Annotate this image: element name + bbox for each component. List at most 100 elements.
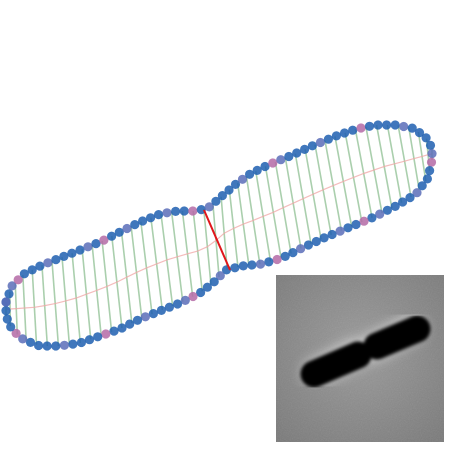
contour-point [83, 242, 93, 252]
contour-point [390, 120, 400, 130]
contour-point [196, 205, 206, 215]
contour-point [390, 201, 400, 211]
contour-point [188, 206, 198, 216]
contour-point [140, 312, 150, 322]
contour-point [356, 123, 366, 133]
contour-point [34, 340, 44, 351]
contour-point [414, 128, 425, 138]
contour-point [204, 202, 214, 212]
contour-point [417, 181, 427, 191]
contour-points-group [1, 120, 437, 351]
contour-point [101, 329, 111, 339]
contour-point [276, 155, 286, 165]
contour-point [43, 258, 53, 268]
contour-point [425, 140, 436, 150]
contour-point [351, 219, 361, 230]
contour-point [51, 341, 61, 351]
contour-point [51, 255, 61, 265]
contour-point [426, 157, 437, 167]
contour-point [399, 121, 409, 132]
contour-point [180, 295, 190, 305]
contour-point [109, 326, 119, 336]
contour-point [373, 120, 383, 130]
contour-point [76, 337, 86, 348]
contour-point [202, 282, 212, 292]
contour-point [107, 231, 117, 241]
contour-point [421, 133, 431, 143]
contour-point [307, 141, 317, 151]
contour-point [146, 213, 156, 223]
contour-point [327, 229, 337, 240]
contour-point [247, 260, 257, 270]
contour-point [311, 236, 321, 247]
contour-point [230, 179, 241, 189]
contour-point [339, 128, 350, 138]
contour-point [1, 306, 11, 316]
contour-point [343, 223, 353, 233]
contour-point [18, 334, 28, 344]
contour-point [42, 341, 52, 351]
contour-point [75, 245, 85, 255]
contour-point [303, 240, 313, 250]
contour-point [335, 226, 345, 236]
contour-point [255, 259, 266, 269]
cell-bodies [300, 315, 431, 388]
contour-point [264, 257, 274, 267]
contour-point [238, 261, 248, 271]
contour-point [11, 328, 21, 338]
contour-point [117, 323, 127, 333]
contour-point [209, 277, 219, 287]
contour-point [224, 185, 234, 195]
contour-point [323, 134, 333, 144]
contour-point [237, 174, 248, 184]
contour-point [319, 233, 329, 243]
contour-point [348, 125, 358, 135]
contour-point [288, 248, 298, 258]
contour-point [67, 248, 77, 258]
contour-point [138, 216, 148, 226]
contour-point [91, 239, 101, 249]
contour-point [300, 144, 310, 154]
contour-point [7, 281, 17, 291]
contour-point [99, 235, 109, 245]
contour-point [2, 314, 12, 324]
contour-point [260, 161, 270, 172]
contour-point [25, 337, 36, 347]
contour-point [331, 131, 341, 141]
contour-point [405, 193, 415, 203]
contour-point [35, 261, 45, 271]
contour-point [122, 223, 132, 234]
contour-point [412, 188, 422, 198]
contour-point [162, 208, 172, 218]
contour-point [84, 335, 95, 345]
contour-point [132, 315, 143, 325]
contour-point [188, 291, 198, 302]
contour-point [148, 309, 158, 319]
contour-point [427, 149, 437, 159]
contour-point [1, 297, 11, 307]
division-line [203, 209, 231, 271]
contour-point [284, 151, 294, 162]
contour-point [422, 174, 432, 184]
contour-point [359, 216, 369, 226]
contour-point [215, 271, 225, 281]
contour-point [19, 269, 29, 279]
contour-point [130, 220, 140, 230]
contour-point [6, 322, 16, 332]
contour-point [171, 206, 181, 216]
contour-point [367, 213, 377, 223]
contour-point [13, 275, 23, 285]
contour-point [172, 299, 183, 309]
contour-point [93, 332, 103, 342]
contour-point [27, 265, 37, 275]
cell-midline [6, 153, 433, 310]
contour-point [425, 166, 435, 176]
contour-point [252, 165, 262, 175]
contour-point [230, 263, 240, 273]
contour-point [296, 244, 306, 254]
contour-point [407, 123, 417, 133]
contour-point [114, 227, 124, 237]
contour-point [245, 169, 255, 179]
